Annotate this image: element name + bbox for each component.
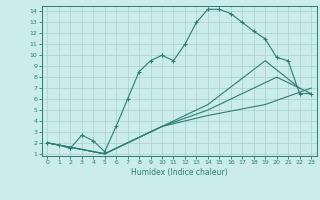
X-axis label: Humidex (Indice chaleur): Humidex (Indice chaleur) bbox=[131, 168, 228, 177]
